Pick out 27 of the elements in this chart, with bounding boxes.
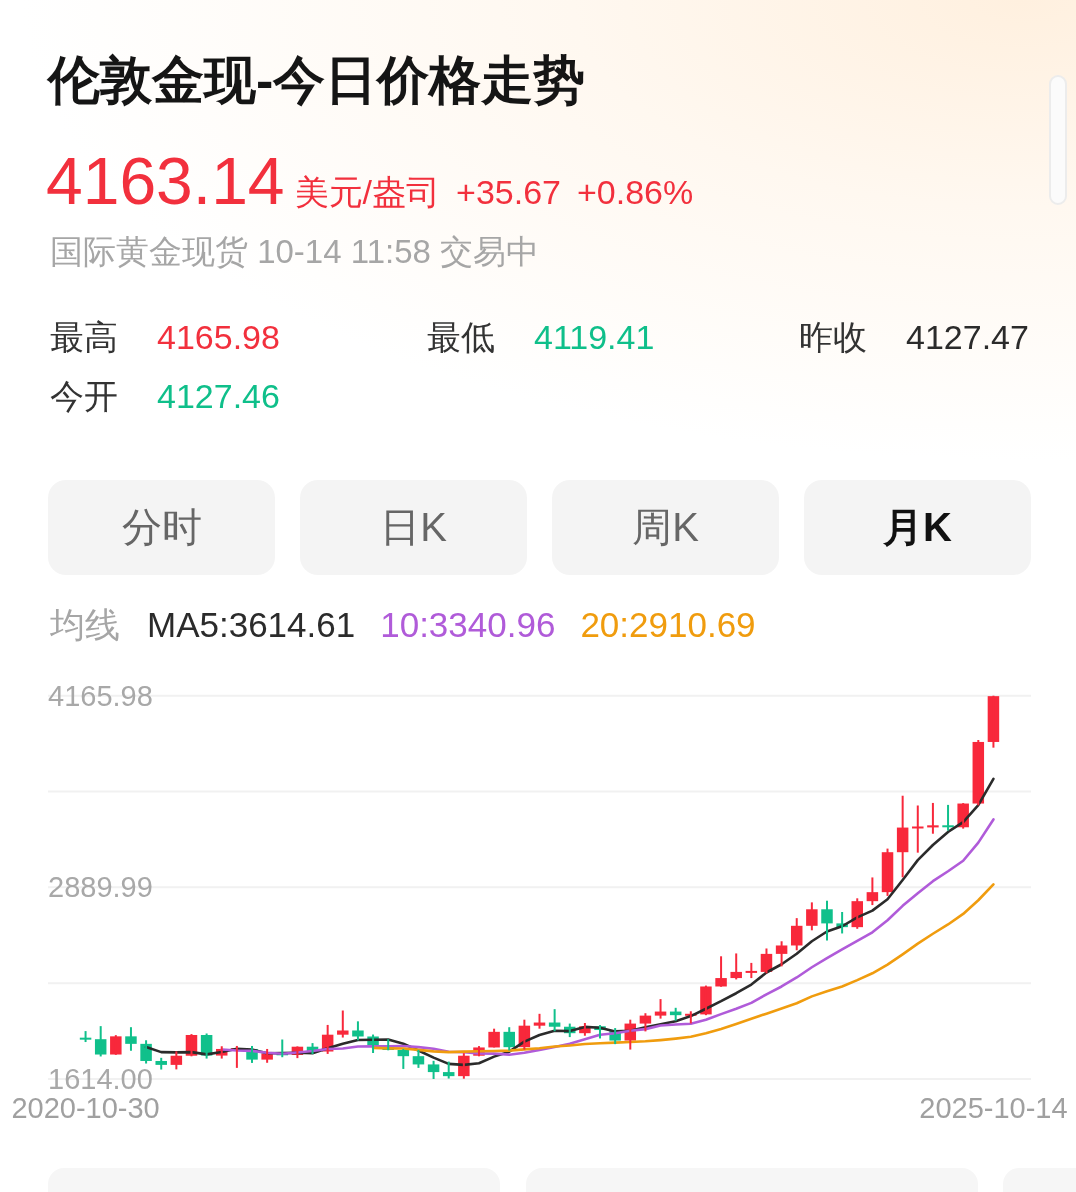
- text: 最高: [50, 316, 118, 358]
- text: 昨收: [799, 316, 867, 358]
- y-tick-label: 2889.99: [48, 871, 153, 904]
- y-tick-label: 4165.98: [48, 679, 153, 712]
- text: 美元/盎司: [294, 172, 441, 213]
- y-tick-label: 1614.00: [48, 1063, 153, 1095]
- text: 今开: [50, 375, 118, 417]
- text: +0.86%: [576, 172, 694, 213]
- x-tick-label: 2020-10-30: [11, 1092, 160, 1124]
- text: 4127.46: [157, 375, 280, 417]
- text: 10:3340.96: [380, 604, 556, 644]
- text: 4163.14: [46, 143, 285, 220]
- tab-button: 分时: [48, 480, 275, 575]
- text: MA5:3614.61: [147, 604, 356, 644]
- text: 20:2910.69: [580, 604, 756, 644]
- x-tick-label: 2025-10-14: [919, 1092, 1068, 1124]
- text: 4119.41: [534, 316, 655, 358]
- text: 伦敦金现-今日价格走势: [48, 49, 586, 111]
- legend-title: 均线: [49, 604, 120, 644]
- text: +35.67: [456, 172, 561, 213]
- text: 4165.98: [157, 316, 280, 358]
- text: 最低: [427, 316, 495, 358]
- text: 4127.47: [906, 316, 1029, 358]
- tab-button: 日K: [300, 480, 527, 575]
- text: 国际黄金现货 10-14 11:58 交易中: [50, 232, 540, 272]
- tab-button: 月K: [804, 480, 1031, 575]
- tab-button: 周K: [552, 480, 779, 575]
